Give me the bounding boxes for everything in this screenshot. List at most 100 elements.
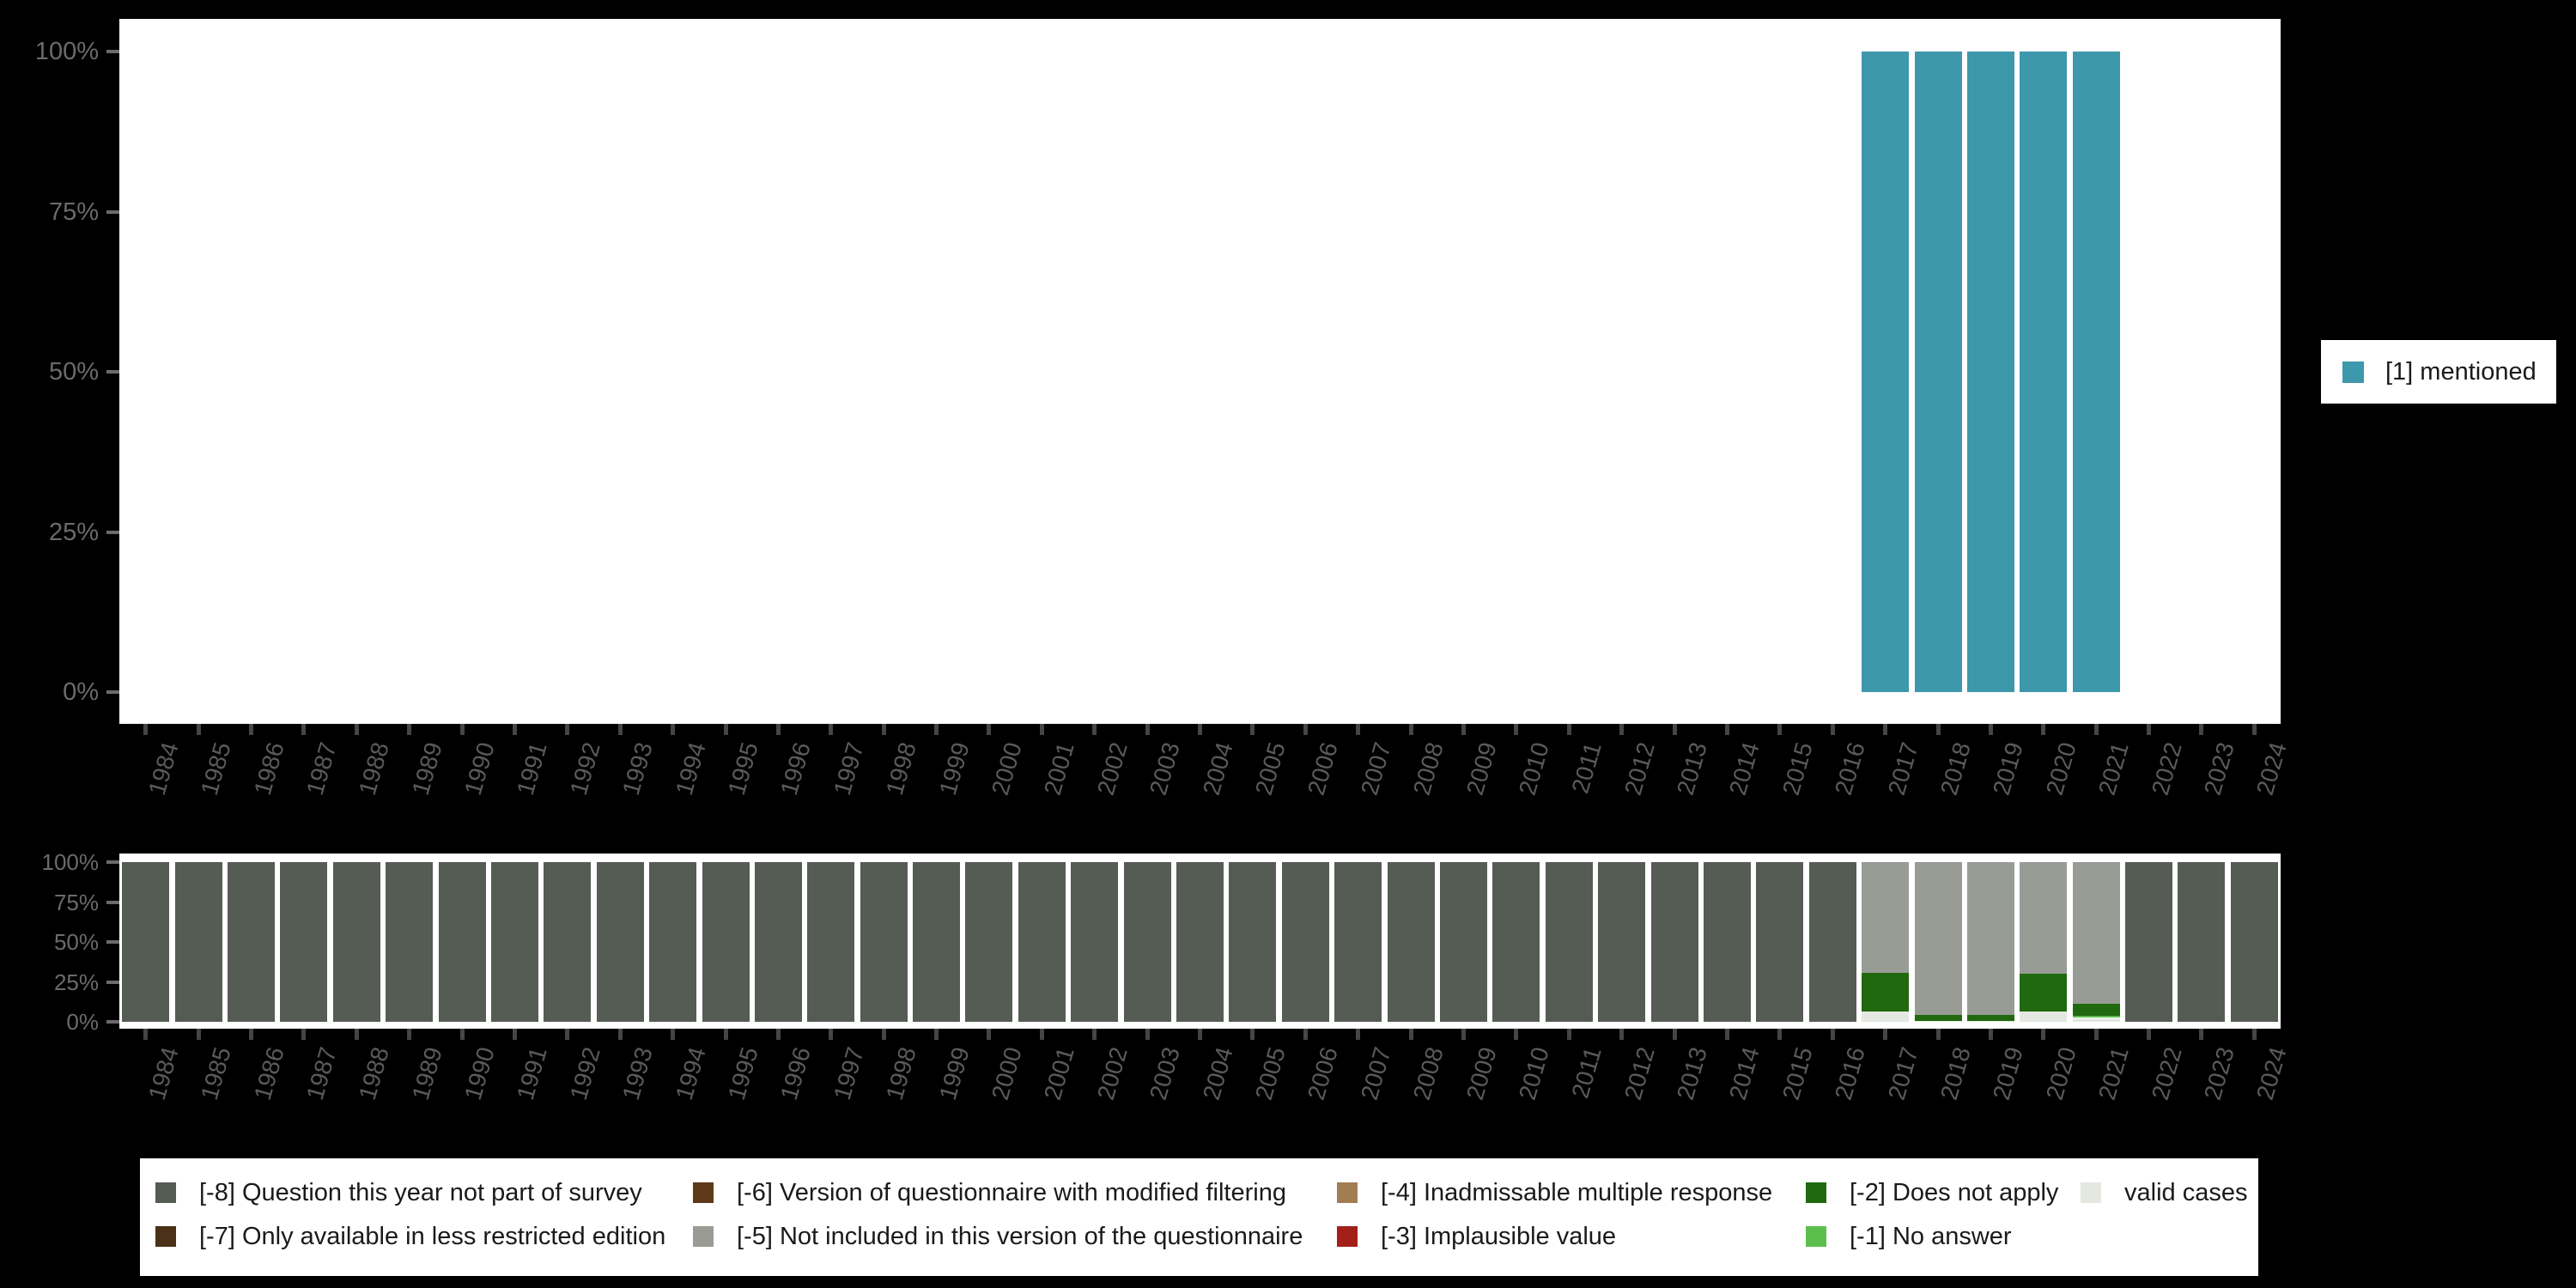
y-tick-mark (106, 210, 119, 214)
y-tick-mark (106, 940, 119, 944)
legend-item--2: [-2] Does not apply (1806, 1178, 2059, 1206)
y-tick-mark (106, 1020, 119, 1024)
legend-label--3: [-3] Implausible value (1381, 1222, 1617, 1250)
bar-segment--2-2020 (2020, 974, 2068, 1012)
x-tick-mark (512, 724, 517, 735)
x-tick-mark (1408, 1029, 1413, 1040)
x-tick-mark (2147, 724, 2151, 735)
x-tick-mark (459, 1029, 465, 1040)
x-tick-mark (1303, 1029, 1308, 1040)
bar-segment--8-1990 (438, 862, 486, 1022)
x-tick-mark (1724, 1029, 1729, 1040)
y-tick-label: 25% (48, 518, 99, 546)
bar-segment--2-2018 (1914, 1015, 1962, 1022)
bar-segment-valid-2020 (2020, 1011, 2068, 1022)
legend-label--6: [-6] Version of questionnaire with modif… (737, 1178, 1286, 1206)
x-tick-mark (987, 724, 992, 735)
x-tick-mark (2147, 1029, 2151, 1040)
bar-segment-valid-2017 (1862, 1011, 1910, 1022)
legend-item--6: [-6] Version of questionnaire with modif… (693, 1178, 1286, 1206)
bar-segment--8-2008 (1387, 862, 1435, 1022)
bar-segment--8-2013 (1650, 862, 1698, 1022)
bar-segment--5-2017 (1862, 862, 1910, 973)
bar-segment-valid-2021 (2072, 1018, 2120, 1022)
bar-segment--8-2003 (1123, 862, 1171, 1022)
x-tick-mark (1250, 724, 1255, 735)
x-tick-mark (1092, 724, 1097, 735)
x-tick-mark (671, 724, 676, 735)
x-tick-mark (1198, 1029, 1202, 1040)
x-tick-mark (723, 1029, 728, 1040)
y-tick-label: 100% (34, 38, 99, 65)
y-tick-label: 100% (41, 849, 100, 875)
y-tick-mark (106, 690, 119, 694)
x-tick-mark (2041, 1029, 2046, 1040)
legend-item--8: [-8] Question this year not part of surv… (155, 1178, 642, 1206)
bar-segment--2-2019 (1966, 1015, 2014, 1022)
bar-segment--8-1988 (332, 862, 380, 1022)
x-tick-mark (2251, 1029, 2257, 1040)
bar-segment-valid-2018 (1914, 1021, 1962, 1022)
legend-label--2: [-2] Does not apply (1850, 1178, 2059, 1206)
legend-swatch--4 (1337, 1182, 1358, 1203)
x-tick-mark (934, 724, 939, 735)
x-tick-mark (1198, 724, 1202, 735)
legend-swatch--5 (693, 1226, 714, 1247)
bar-segment--8-1986 (228, 862, 275, 1022)
y-tick-label: 50% (53, 929, 99, 955)
bar-segment--5-2020 (2020, 862, 2068, 974)
x-tick-mark (1356, 724, 1361, 735)
x-tick-mark (1303, 724, 1308, 735)
legend-swatch--2 (1806, 1182, 1826, 1203)
x-tick-mark (617, 1029, 623, 1040)
legend-item-valid: valid cases (2081, 1179, 2247, 1206)
bar-segment--8-1991 (490, 862, 538, 1022)
x-tick-mark (1724, 724, 1729, 735)
x-tick-mark (1672, 1029, 1677, 1040)
x-tick-mark (2093, 724, 2099, 735)
y-tick-label: 75% (53, 889, 99, 915)
x-tick-mark (1039, 1029, 1044, 1040)
legend-swatch--8 (155, 1182, 176, 1203)
bar-segment--8-2007 (1334, 862, 1382, 1022)
x-tick-mark (934, 1029, 939, 1040)
top-chart-plot-area (119, 19, 2281, 724)
x-tick-mark (249, 1029, 253, 1040)
x-tick-mark (354, 724, 359, 735)
bar-segment--2-2021 (2072, 1004, 2120, 1017)
legend-swatch--1 (1806, 1226, 1826, 1247)
bar-segment--5-2021 (2072, 862, 2120, 1004)
x-tick-mark (881, 724, 886, 735)
x-tick-mark (143, 724, 149, 735)
bar-segment--8-1997 (807, 862, 855, 1022)
x-tick-mark (407, 724, 412, 735)
legend-item--3: [-3] Implausible value (1337, 1222, 1617, 1250)
x-tick-mark (1988, 1029, 1993, 1040)
legend-label--1: [-1] No answer (1850, 1222, 2012, 1250)
x-tick-mark (1092, 1029, 1097, 1040)
x-tick-mark (1145, 724, 1150, 735)
bar-segment--8-2023 (2178, 862, 2226, 1022)
bar-segment--8-1998 (860, 862, 908, 1022)
y-tick-label: 0% (63, 678, 99, 706)
y-tick-mark (106, 900, 119, 904)
y-tick-label: 75% (48, 197, 99, 226)
y-tick-mark (106, 980, 119, 984)
bar-segment--8-2006 (1281, 862, 1329, 1022)
x-tick-mark (143, 1029, 149, 1040)
legend-label--7: [-7] Only available in less restricted e… (199, 1222, 666, 1250)
bar-segment-mentioned-2018 (1914, 52, 1962, 692)
x-tick-mark (1777, 724, 1783, 735)
y-tick-label: 0% (66, 1009, 99, 1035)
legend-swatch--3 (1337, 1226, 1358, 1247)
bar-segment-mentioned-2017 (1862, 52, 1910, 692)
bar-segment--5-2019 (1966, 862, 2014, 1015)
legend-swatch-valid (2081, 1182, 2101, 1203)
bar-segment--8-2005 (1229, 862, 1277, 1022)
bottom-chart-plot-area (119, 854, 2281, 1029)
bar-segment--8-2012 (1598, 862, 1646, 1022)
legend-label--8: [-8] Question this year not part of surv… (199, 1178, 642, 1206)
x-tick-mark (775, 1029, 781, 1040)
x-tick-mark (1672, 724, 1677, 735)
bar-segment--8-1995 (702, 862, 750, 1022)
